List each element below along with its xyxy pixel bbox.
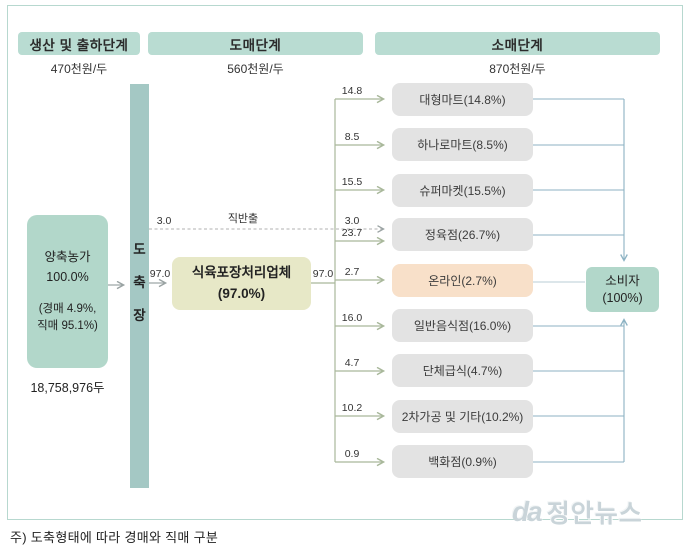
flow-value-butcher: 23.7 <box>341 227 363 239</box>
stage-price-wholesale: 560천원/두 <box>227 61 284 76</box>
packer-inflow-value: 97.0 <box>149 268 171 280</box>
flow-value-secondary-processing: 10.2 <box>341 402 363 414</box>
footnote: 주) 도축형태에 따라 경매와 직매 구분 <box>10 530 219 545</box>
retail-box-supermarket: 슈퍼마켓(15.5%) <box>392 174 533 207</box>
farm-node: 양축농가 100.0% (경매 4.9%, 직매 95.1%) <box>27 215 108 368</box>
farm-detail-auction: (경매 4.9%, <box>38 303 97 316</box>
packer-node: 식육포장처리업체 (97.0%) <box>172 257 311 310</box>
retail-box-online: 온라인(2.7%) <box>392 264 533 297</box>
watermark-logo-icon: da <box>512 496 543 527</box>
retail-box-restaurant: 일반음식점(16.0%) <box>392 309 533 342</box>
farm-head-count: 18,758,976두 <box>30 381 105 395</box>
packer-name: 식육포장처리업체 <box>191 265 292 281</box>
flow-value-restaurant: 16.0 <box>341 312 363 324</box>
flow-value-online: 2.7 <box>344 266 360 278</box>
stage-pill-retail: 소매단계 <box>375 32 660 55</box>
stage-price-production: 470천원/두 <box>50 61 108 76</box>
retail-box-hypermarket: 대형마트(14.8%) <box>392 83 533 116</box>
consumer-name: 소비자 <box>605 273 640 288</box>
flow-value-catering: 4.7 <box>344 357 360 369</box>
watermark: da 정안뉴스 <box>512 494 643 530</box>
diagram-border <box>7 5 683 520</box>
flow-value-butcher-direct: 3.0 <box>344 215 360 227</box>
flow-value-hypermarket: 14.8 <box>341 85 363 97</box>
flow-value-supermarket: 15.5 <box>341 176 363 188</box>
flow-value-hanaro-mart: 8.5 <box>344 131 360 143</box>
retail-box-hanaro-mart: 하나로마트(8.5%) <box>392 128 533 161</box>
slaughterhouse-bar <box>130 84 149 488</box>
direct-ship-value-left: 3.0 <box>156 215 172 227</box>
farm-name: 양축농가 <box>44 250 91 265</box>
stage-pill-wholesale: 도매단계 <box>148 32 363 55</box>
watermark-text: 정안뉴스 <box>546 500 643 528</box>
farm-share: 100.0% <box>46 269 89 284</box>
retail-box-secondary-processing: 2차가공 및 기타(10.2%) <box>392 400 533 433</box>
retail-box-butcher-shop: 정육점(26.7%) <box>392 218 533 251</box>
packer-share: (97.0%) <box>217 285 266 301</box>
slaughterhouse-label: 도 축 장 <box>133 242 146 323</box>
farm-detail-direct: 직매 95.1%) <box>37 319 98 332</box>
retail-box-department-store: 백화점(0.9%) <box>392 445 533 478</box>
consumer-share: (100%) <box>602 290 643 305</box>
stage-pill-production: 생산 및 출하단계 <box>18 32 140 55</box>
packer-outflow-value: 97.0 <box>312 268 334 280</box>
direct-ship-label: 직반출 <box>227 213 259 225</box>
consumer-node: 소비자 (100%) <box>586 267 659 312</box>
retail-box-institutional-catering: 단체급식(4.7%) <box>392 354 533 387</box>
flow-value-department-store: 0.9 <box>344 448 360 460</box>
stage-price-retail: 870천원/두 <box>489 61 546 76</box>
